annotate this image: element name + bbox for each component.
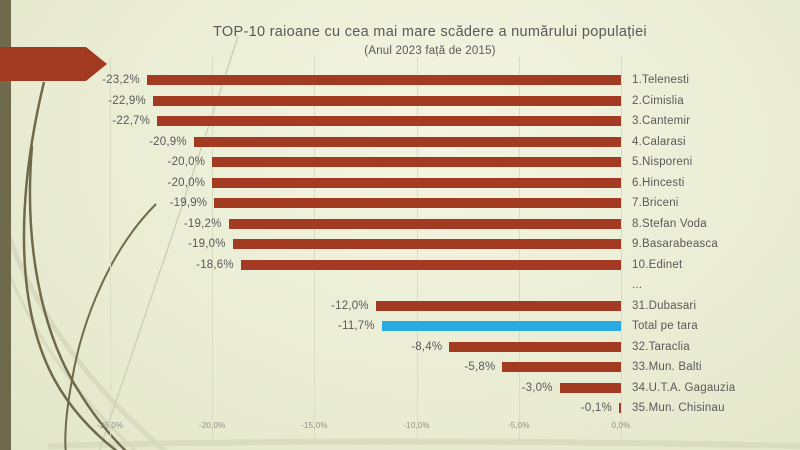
value-label: -3,0% <box>521 381 553 394</box>
bottom-band-curve <box>47 438 800 449</box>
pale-curve <box>3 227 169 450</box>
category-label: 1.Telenesti <box>632 74 690 86</box>
x-axis-tick-label: -15,0% <box>301 421 328 430</box>
category-label: 31.Dubasari <box>632 299 697 312</box>
gridline <box>110 57 111 442</box>
value-label: -11,7% <box>338 320 375 332</box>
value-label: -19,9% <box>169 197 208 209</box>
value-label: -19,2% <box>183 217 222 230</box>
bar <box>152 95 621 106</box>
arrow-shape-icon <box>0 47 107 81</box>
category-label: 33.Mun. Balti <box>632 361 702 373</box>
value-label: -19,0% <box>187 238 226 250</box>
category-label: Total pe tara <box>632 320 698 332</box>
category-label: 8.Stefan Voda <box>632 217 707 230</box>
category-label: 32.Taraclia <box>632 340 690 353</box>
bar <box>559 382 621 393</box>
category-label: 10.Edinet <box>632 258 683 271</box>
value-label: -23,2% <box>102 74 140 86</box>
x-axis-tick-label: -10,0% <box>403 421 430 430</box>
bar <box>212 177 621 188</box>
value-label: -8,4% <box>411 340 443 353</box>
category-label: 35.Mun. Chisinau <box>632 402 725 414</box>
value-label: -18,6% <box>196 258 234 271</box>
value-label: -5,8% <box>464 361 496 373</box>
category-label: 9.Basarabeasca <box>632 238 718 250</box>
bar <box>157 116 621 126</box>
value-label: -12,0% <box>331 299 369 312</box>
bar <box>502 362 621 372</box>
chart-subtitle: (Anul 2023 față de 2015) <box>364 45 496 57</box>
bar <box>214 198 621 208</box>
value-label: -22,9% <box>108 94 146 107</box>
category-label: 6.Hincesti <box>632 176 685 189</box>
category-label: 2.Cimislia <box>632 94 684 107</box>
bar <box>228 218 621 229</box>
side-stripe <box>0 0 11 450</box>
gridline <box>212 57 214 442</box>
category-label: 7.Briceni <box>632 197 679 209</box>
bar <box>193 136 621 147</box>
bar <box>232 239 621 249</box>
category-label: ... <box>632 279 643 291</box>
bar <box>618 403 621 413</box>
x-axis-tick-label: 0,0% <box>611 421 631 430</box>
chart-title: TOP-10 raioane cu cea mai mare scădere a… <box>213 24 647 40</box>
gridline <box>621 57 622 442</box>
value-label: -20,0% <box>167 156 206 168</box>
gridline <box>416 57 418 442</box>
category-label: 34.U.T.A. Gagauzia <box>632 381 736 394</box>
arrow-banner <box>0 47 107 81</box>
bar <box>146 75 621 85</box>
x-axis-tick-label: -25,0% <box>96 421 124 430</box>
category-label: 5.Nisporeni <box>632 156 693 168</box>
category-label: 3.Cantemir <box>632 115 691 127</box>
value-label: -20,0% <box>167 176 206 189</box>
bar <box>449 341 621 352</box>
bar <box>212 157 621 167</box>
bar <box>375 300 621 311</box>
x-axis-tick-label: -20,0% <box>198 421 226 430</box>
value-label: -0,1% <box>580 402 612 414</box>
total-bar <box>381 321 621 331</box>
value-label: -20,9% <box>149 135 187 148</box>
x-axis-tick-label: -5,0% <box>507 421 530 430</box>
gridline <box>518 57 520 442</box>
dark-curve <box>28 145 127 450</box>
bar <box>240 259 621 270</box>
gridline <box>314 57 316 442</box>
value-label: -22,7% <box>112 115 150 127</box>
category-label: 4.Calarasi <box>632 135 686 148</box>
